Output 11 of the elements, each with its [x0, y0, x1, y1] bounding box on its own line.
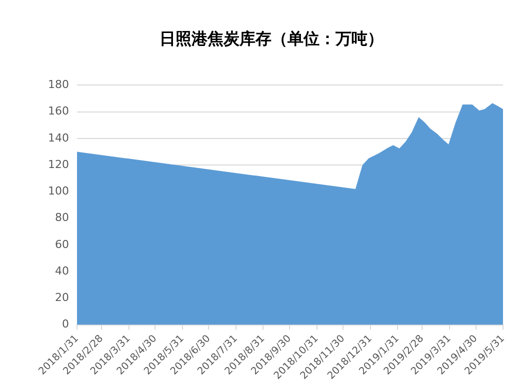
y-tick-label: 20 [54, 291, 69, 304]
chart-title: 日照港焦炭库存（单位：万吨） [160, 28, 384, 48]
y-tick-label: 40 [54, 264, 69, 278]
y-tick-label: 140 [48, 131, 69, 144]
y-tick-label: 160 [48, 104, 69, 118]
y-tick-label: 100 [48, 184, 69, 198]
y-tick-label: 0 [62, 318, 69, 331]
y-tick-label: 80 [54, 211, 69, 224]
y-tick-label: 120 [48, 158, 69, 171]
y-tick-label: 60 [54, 238, 69, 251]
y-tick-label: 180 [48, 78, 69, 92]
